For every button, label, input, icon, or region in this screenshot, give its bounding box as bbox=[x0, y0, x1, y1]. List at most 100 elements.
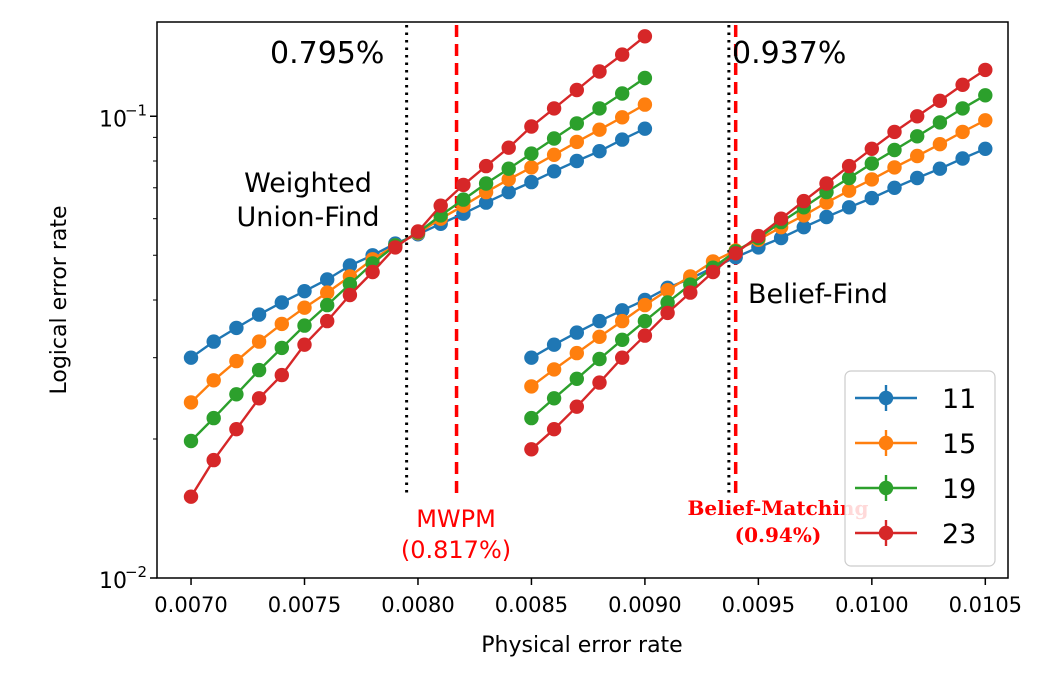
data-point-15 bbox=[887, 160, 902, 175]
data-point-15 bbox=[819, 195, 834, 210]
data-point-19 bbox=[456, 192, 471, 207]
data-point-23 bbox=[342, 287, 358, 303]
data-point-23 bbox=[524, 119, 539, 134]
series-23 bbox=[183, 29, 993, 504]
data-point-23 bbox=[206, 452, 221, 468]
legend-label-15: 15 bbox=[942, 429, 976, 460]
data-point-23 bbox=[478, 158, 494, 174]
legend-label-11: 11 bbox=[942, 384, 976, 415]
data-point-23 bbox=[615, 47, 630, 62]
data-point-23 bbox=[751, 228, 766, 244]
series-line-23-0 bbox=[189, 35, 646, 498]
data-point-15 bbox=[637, 297, 653, 313]
data-point-19 bbox=[229, 387, 244, 402]
data-point-11 bbox=[251, 307, 267, 322]
data-point-23 bbox=[592, 375, 607, 390]
x-tick-label: 0.0080 bbox=[381, 593, 454, 617]
data-point-11 bbox=[569, 153, 584, 169]
data-point-11 bbox=[910, 170, 925, 186]
data-point-15 bbox=[183, 395, 199, 410]
data-point-15 bbox=[864, 172, 879, 187]
data-point-23 bbox=[365, 264, 380, 280]
data-point-19 bbox=[615, 332, 630, 347]
data-point-19 bbox=[183, 433, 199, 449]
data-point-19 bbox=[251, 362, 267, 378]
legend-box bbox=[844, 370, 996, 567]
data-point-11 bbox=[615, 303, 630, 318]
series-line-19-0 bbox=[190, 77, 646, 442]
x-tick-label: 0.0095 bbox=[722, 593, 795, 617]
data-point-11 bbox=[206, 334, 221, 349]
data-point-23 bbox=[569, 399, 584, 414]
data-point-15 bbox=[297, 300, 312, 315]
data-point-15 bbox=[229, 353, 244, 369]
data-point-11 bbox=[978, 141, 993, 156]
x-tick-label: 0.0070 bbox=[154, 593, 227, 617]
data-point-11 bbox=[637, 121, 653, 136]
data-point-15 bbox=[569, 345, 584, 361]
data-point-15 bbox=[910, 148, 925, 164]
legend: 11 15 19 23 bbox=[844, 370, 996, 567]
data-point-15 bbox=[615, 313, 630, 329]
data-point-19 bbox=[841, 170, 857, 186]
data-point-23 bbox=[251, 391, 267, 406]
data-point-15 bbox=[637, 97, 653, 112]
data-point-23 bbox=[978, 62, 993, 78]
legend-marker-11 bbox=[878, 390, 894, 406]
data-point-23 bbox=[388, 240, 403, 255]
data-point-19 bbox=[569, 371, 584, 386]
data-point-23 bbox=[728, 246, 743, 261]
data-point-15 bbox=[206, 373, 221, 388]
data-point-15 bbox=[524, 379, 539, 394]
y-tick-label: 10 bbox=[99, 107, 127, 132]
data-point-11 bbox=[546, 337, 562, 352]
data-point-15 bbox=[660, 283, 675, 298]
x-tick-label: 0.0090 bbox=[608, 593, 681, 617]
y-axis-ticks: 10−110−2 bbox=[99, 101, 157, 594]
data-point-23 bbox=[637, 328, 653, 343]
data-point-11 bbox=[524, 350, 539, 365]
data-point-23 bbox=[773, 211, 789, 226]
data-point-11 bbox=[501, 184, 516, 200]
legend-marker-15 bbox=[878, 435, 894, 451]
data-point-23 bbox=[320, 313, 335, 329]
data-point-23 bbox=[841, 158, 857, 174]
data-point-19 bbox=[910, 129, 925, 144]
data-point-11 bbox=[615, 132, 630, 147]
data-point-23 bbox=[456, 177, 471, 193]
data-point-15 bbox=[320, 285, 335, 300]
data-point-19 bbox=[342, 276, 358, 292]
data-point-23 bbox=[229, 422, 244, 437]
data-point-19 bbox=[274, 340, 289, 356]
data-point-15 bbox=[569, 134, 584, 150]
data-point-11 bbox=[841, 200, 857, 215]
data-point-23 bbox=[932, 93, 948, 109]
data-point-19 bbox=[206, 410, 221, 426]
data-point-19 bbox=[887, 142, 902, 158]
data-point-11 bbox=[796, 220, 811, 235]
data-point-19 bbox=[660, 295, 675, 310]
data-point-23 bbox=[433, 198, 448, 213]
data-point-15 bbox=[932, 137, 948, 152]
data-point-11 bbox=[592, 313, 607, 329]
legend-label-23: 23 bbox=[942, 519, 976, 550]
data-point-23 bbox=[569, 82, 584, 98]
data-point-15 bbox=[546, 147, 562, 162]
data-point-11 bbox=[773, 230, 789, 246]
x-tick-label: 0.0075 bbox=[268, 593, 341, 617]
data-point-11 bbox=[524, 174, 539, 190]
data-point-23 bbox=[546, 422, 562, 437]
data-point-19 bbox=[546, 131, 562, 146]
data-point-15 bbox=[592, 329, 607, 344]
data-point-23 bbox=[501, 140, 516, 155]
data-point-15 bbox=[592, 122, 607, 137]
data-point-23 bbox=[524, 442, 539, 457]
data-point-15 bbox=[841, 183, 857, 198]
legend-label-19: 19 bbox=[942, 474, 976, 505]
data-point-11 bbox=[320, 272, 335, 287]
data-point-23 bbox=[592, 64, 607, 79]
data-point-23 bbox=[955, 77, 970, 93]
data-point-11 bbox=[183, 350, 199, 365]
series-line-19-1 bbox=[530, 94, 986, 420]
